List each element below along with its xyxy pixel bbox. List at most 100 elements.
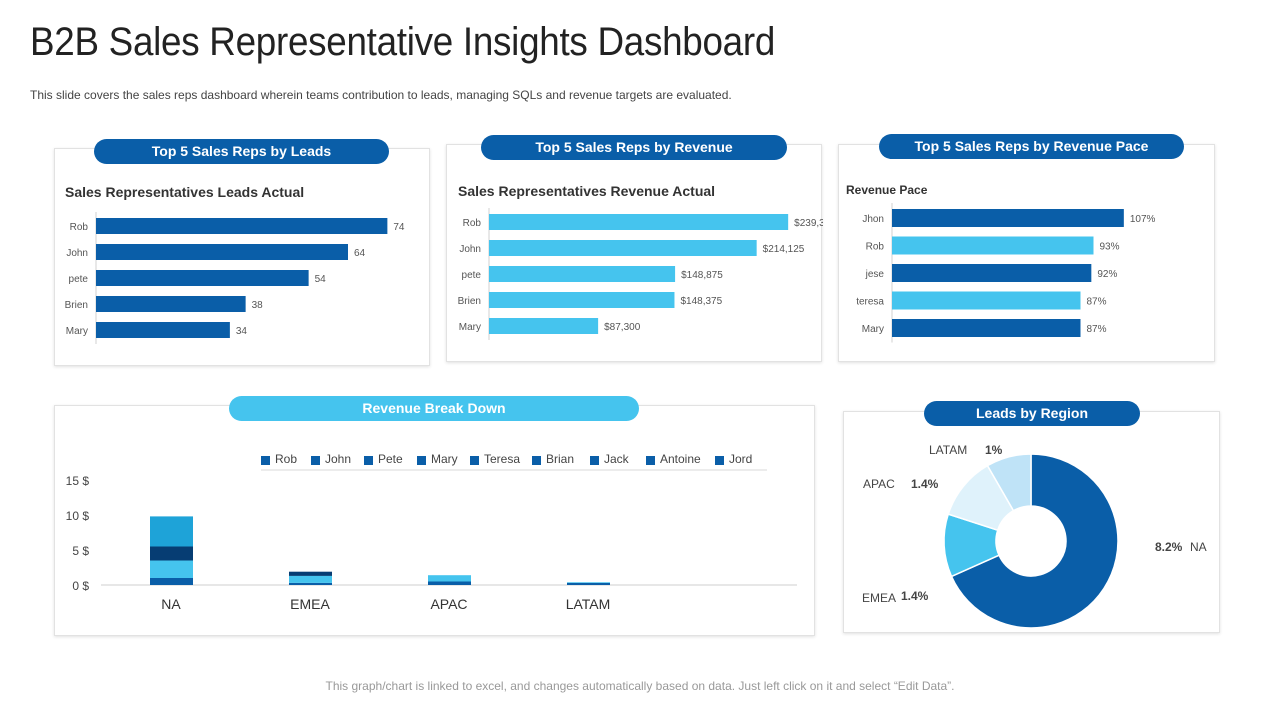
data-label: 64 — [354, 248, 366, 259]
revenue-bar-chart: Rob $239,335 John $214,125 pete $148,875 Brien… — [458, 208, 823, 340]
page-title: B2B Sales Representative Insights Dashbo… — [30, 20, 776, 64]
legend-label: Pete — [378, 452, 403, 466]
slice-value-label: 8.2% — [1155, 540, 1183, 554]
bar — [892, 319, 1081, 337]
y-tick-label: 10 $ — [66, 509, 90, 523]
stack-segment — [150, 560, 193, 578]
bar — [489, 318, 599, 334]
page-subtitle: This slide covers the sales reps dashboa… — [30, 88, 732, 102]
legend-label: John — [325, 452, 351, 466]
data-label: 38 — [252, 300, 264, 311]
data-label: $87,300 — [604, 322, 641, 333]
category-label: Mary — [459, 322, 481, 333]
category-label: Brien — [458, 296, 481, 307]
leads-chart-heading: Sales Representatives Leads Actual — [65, 184, 305, 200]
category-label: Mary — [862, 324, 884, 335]
slice-name-label: NA — [1190, 540, 1207, 554]
donut-slice — [986, 453, 1032, 512]
bar — [96, 270, 309, 286]
y-tick-label: 5 $ — [72, 544, 89, 558]
category-label: John — [459, 244, 481, 255]
legend-label: Antoine — [660, 452, 701, 466]
category-label: Rob — [70, 222, 89, 233]
bar — [489, 240, 757, 256]
legend-swatch — [646, 456, 655, 465]
slice-value-label: 1.4% — [911, 477, 939, 491]
stack-segment — [428, 581, 471, 585]
legend-label: Jord — [729, 452, 752, 466]
stack-segment — [150, 546, 193, 561]
revenue-pill-title: Top 5 Sales Reps by Revenue — [481, 135, 787, 160]
stack-segment — [289, 571, 332, 576]
bar — [489, 292, 675, 308]
y-tick-label: 0 $ — [72, 579, 89, 593]
legend-swatch — [715, 456, 724, 465]
data-label: 87% — [1087, 324, 1107, 335]
pace-panel: Revenue Pace Jhon 107% Rob 93% jese 92% teresa… — [838, 144, 1215, 362]
x-category-label: EMEA — [290, 596, 330, 612]
bar — [892, 209, 1124, 227]
stack-segment — [150, 516, 193, 547]
stack-segment — [289, 582, 332, 585]
data-label: 92% — [1097, 269, 1117, 280]
slice-name-label: APAC — [863, 477, 895, 491]
bar — [96, 296, 246, 312]
stack-segment — [150, 578, 193, 585]
breakdown-panel: 15 $ 10 $ 5 $ 0 $ Rob John Pete Mary Teresa Brian… — [54, 405, 815, 636]
legend-swatch — [532, 456, 541, 465]
data-label: $148,875 — [681, 270, 723, 281]
legend-label: Brian — [546, 452, 574, 466]
legend-label: Jack — [604, 452, 630, 466]
category-label: jese — [865, 269, 885, 280]
stack-segment — [428, 575, 471, 582]
data-label: $148,375 — [680, 296, 722, 307]
bar — [892, 291, 1081, 310]
y-tick-label: 15 $ — [66, 474, 90, 488]
legend-swatch — [364, 456, 373, 465]
bar — [96, 322, 230, 338]
region-donut-chart: NA 8.2% EMEA 1.4% APAC 1.4% LATAM 1% — [862, 443, 1207, 629]
legend-swatch — [590, 456, 599, 465]
data-label: 34 — [236, 326, 248, 337]
pace-pill-title: Top 5 Sales Reps by Revenue Pace — [879, 134, 1184, 159]
data-label: $214,125 — [763, 244, 805, 255]
donut-slice — [950, 453, 1119, 629]
category-label: pete — [462, 270, 482, 281]
legend-swatch — [261, 456, 270, 465]
data-label: $239,335 — [794, 218, 823, 229]
x-category-label: LATAM — [566, 596, 611, 612]
bar — [892, 264, 1092, 282]
x-category-label: NA — [161, 596, 181, 612]
bar — [489, 214, 789, 230]
slice-value-label: 1.4% — [901, 589, 929, 603]
legend-swatch — [311, 456, 320, 465]
leads-bar-chart: Rob 74 John 64 pete 54 Brien 38 Mary 34 — [65, 212, 405, 344]
legend-swatch — [470, 456, 479, 465]
data-label: 93% — [1100, 242, 1120, 253]
category-label: Brien — [65, 300, 88, 311]
stack-segment — [289, 575, 332, 583]
legend-swatch — [417, 456, 426, 465]
region-panel: NA 8.2% EMEA 1.4% APAC 1.4% LATAM 1% — [843, 411, 1220, 633]
breakdown-stacked-chart: 15 $ 10 $ 5 $ 0 $ Rob John Pete Mary Teresa Brian… — [66, 452, 797, 612]
region-pill-title: Leads by Region — [924, 401, 1140, 426]
data-label: 74 — [393, 222, 405, 233]
x-category-label: APAC — [430, 596, 467, 612]
slice-name-label: LATAM — [929, 443, 967, 457]
slice-name-label: EMEA — [862, 591, 896, 605]
data-label: 54 — [315, 274, 327, 285]
data-label: 107% — [1130, 214, 1156, 225]
stack-segment — [567, 582, 610, 583]
legend-label: Rob — [275, 452, 297, 466]
leads-pill-title: Top 5 Sales Reps by Leads — [94, 139, 389, 164]
bar — [892, 236, 1094, 255]
category-label: Jhon — [862, 214, 884, 225]
category-label: pete — [69, 274, 89, 285]
category-label: Mary — [66, 326, 88, 337]
data-label: 87% — [1087, 297, 1107, 308]
breakdown-pill-title: Revenue Break Down — [229, 396, 639, 421]
category-label: Rob — [866, 242, 885, 253]
pace-chart-heading: Revenue Pace — [846, 183, 928, 197]
category-label: teresa — [856, 297, 884, 308]
revenue-chart-heading: Sales Representatives Revenue Actual — [458, 183, 716, 199]
